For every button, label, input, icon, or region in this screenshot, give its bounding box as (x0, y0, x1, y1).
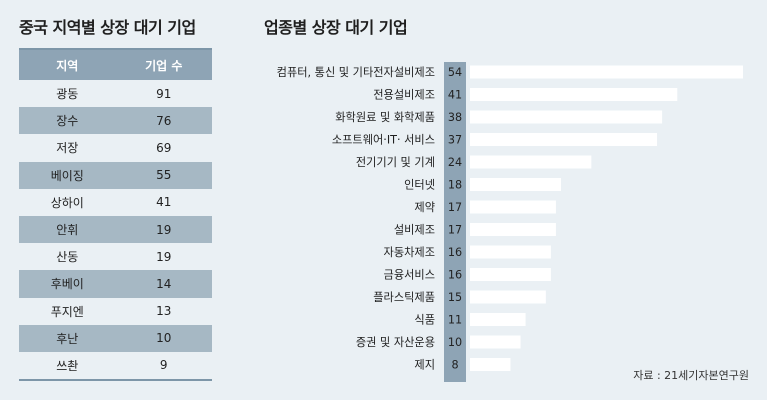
company-count: 13 (156, 304, 172, 319)
table-row: 후난 10 (19, 324, 212, 352)
data-label: 54 (448, 66, 462, 79)
data-label: 17 (448, 224, 462, 237)
data-label: 37 (448, 134, 462, 147)
category-label: 증권 및 자산운용 (356, 336, 435, 349)
data-label: 18 (448, 179, 462, 192)
region-table: 지역 기업 수 광동 91 장수 76 저장 69 베이징 55 상하이 41 … (19, 48, 212, 382)
category-label: 제지 (414, 359, 435, 372)
data-label: 38 (448, 111, 462, 124)
region-name: 장수 (56, 114, 79, 129)
category-label: 자동차제조 (384, 246, 435, 259)
bar (470, 245, 551, 259)
bar (470, 110, 663, 124)
region-name: 저장 (56, 141, 79, 156)
category-label: 설비제조 (394, 224, 435, 237)
data-label: 15 (448, 291, 462, 304)
region-name: 후난 (56, 331, 79, 346)
data-label: 16 (448, 246, 462, 259)
source-note: 자료 : 21세기자본연구원 (633, 369, 749, 382)
region-table-title: 중국 지역별 상장 대기 기업 (19, 18, 196, 37)
region-name: 푸지엔 (50, 304, 84, 319)
category-label: 제약 (414, 200, 435, 214)
category-label: 화학원료 및 화학제품 (335, 110, 435, 124)
bar (470, 133, 658, 146)
company-count: 55 (156, 168, 172, 183)
table-row: 안휘 19 (19, 215, 212, 244)
category-label: 전용설비제조 (373, 89, 435, 102)
region-name: 산동 (56, 250, 79, 265)
table-row: 베이징 55 (19, 161, 212, 189)
category-label: 식품 (414, 314, 435, 327)
data-label: 11 (448, 314, 462, 327)
industry-chart-title: 업종별 상장 대기 기업 (264, 18, 408, 37)
category-label: 플라스틱제품 (373, 291, 435, 304)
region-table-header: 지역 기업 수 (19, 50, 212, 80)
count-column-header: 기업 수 (145, 58, 183, 73)
region-column-header: 지역 (56, 58, 79, 73)
category-label: 소프트웨어·IT· 서비스 (332, 134, 435, 147)
region-name: 광동 (56, 87, 79, 102)
bar (470, 290, 546, 304)
company-count: 19 (156, 249, 172, 264)
bar (470, 200, 556, 214)
company-count: 41 (156, 195, 172, 210)
data-label: 41 (448, 89, 462, 102)
bar (470, 88, 678, 101)
company-count: 19 (156, 222, 172, 237)
region-name: 베이징 (50, 168, 84, 183)
table-row: 저장 69 (19, 134, 212, 161)
category-label: 인터넷 (404, 179, 435, 192)
bar (470, 65, 743, 79)
data-label: 10 (448, 336, 462, 349)
table-row: 후베이 14 (19, 270, 212, 298)
company-count: 91 (156, 86, 172, 101)
region-name: 후베이 (50, 277, 84, 292)
table-row: 광동 91 (19, 80, 212, 107)
table-row: 상하이 41 (19, 189, 212, 216)
table-row: 장수 76 (19, 107, 212, 135)
category-label: 금융서비스 (384, 269, 435, 282)
data-label: 17 (448, 201, 462, 214)
company-count: 10 (156, 331, 172, 346)
category-label: 전기기기 및 기계 (356, 156, 435, 169)
bar (470, 155, 592, 169)
table-row: 쓰촨 9 (19, 352, 212, 379)
company-count: 69 (156, 140, 172, 155)
bar (470, 358, 511, 371)
table-row: 산동 19 (19, 243, 212, 270)
data-label: 16 (448, 269, 462, 282)
table-row: 푸지엔 13 (19, 298, 212, 325)
region-name: 쓰촨 (56, 358, 79, 373)
value-column-background (444, 62, 466, 382)
bar (470, 223, 556, 236)
data-label: 8 (451, 359, 458, 372)
bar (470, 335, 521, 349)
region-name: 상하이 (50, 195, 84, 210)
bar (470, 178, 561, 191)
region-name: 안휘 (56, 223, 79, 238)
company-count: 9 (159, 358, 168, 373)
company-count: 14 (156, 276, 172, 291)
data-label: 24 (448, 156, 462, 169)
bar (470, 313, 526, 326)
company-count: 76 (156, 113, 172, 128)
category-label: 컴퓨터, 통신 및 기타전자설비제조 (277, 66, 435, 79)
bar (470, 268, 551, 281)
